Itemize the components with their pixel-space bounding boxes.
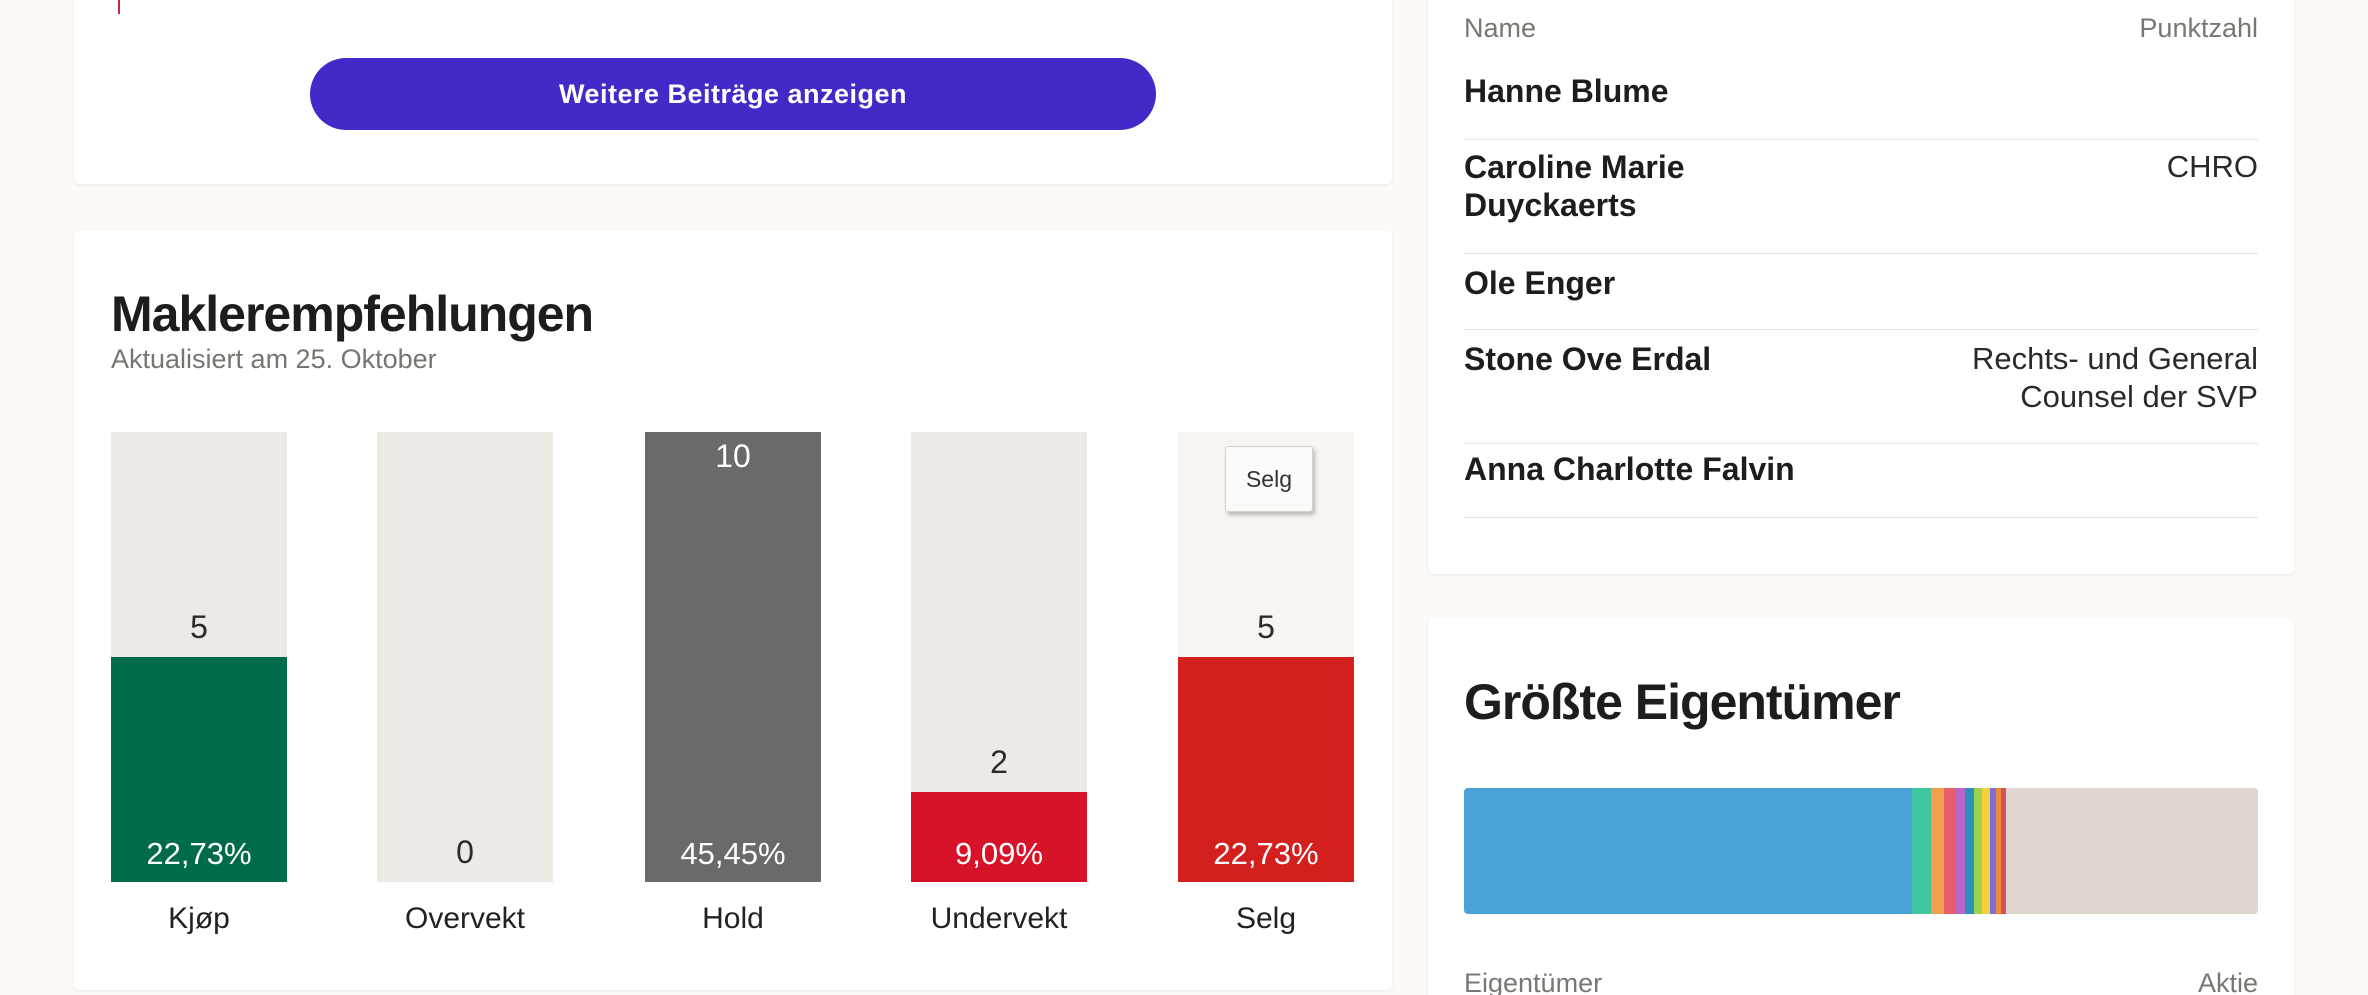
insider-name: Anna Charlotte Falvin — [1464, 451, 1795, 487]
bar-column-underweight[interactable]: 2 9,09% Undervekt — [911, 432, 1087, 935]
bar-label: Undervekt — [930, 902, 1068, 935]
insider-row[interactable]: Ole Enger — [1464, 264, 2258, 330]
bar-percentage: 45,45% — [680, 836, 786, 871]
insider-row[interactable]: Hanne Blume — [1464, 72, 2258, 140]
posts-card: Weitere Beiträge anzeigen — [74, 0, 1392, 184]
bar-tooltip: Selg — [1225, 446, 1313, 512]
bar-fill — [1178, 657, 1354, 882]
bar-count: 2 — [990, 744, 1008, 780]
bar-label: Hold — [702, 902, 764, 935]
ownership-segment[interactable] — [1464, 788, 1912, 914]
bar-count: 5 — [1257, 609, 1275, 645]
ownership-segment[interactable] — [1930, 788, 1945, 914]
column-header-share[interactable]: Aktie — [2197, 968, 2258, 995]
bar-column-sell[interactable]: 5 22,73% Selg Selg — [1178, 432, 1354, 935]
bar-count: 5 — [190, 609, 208, 645]
ownership-segment[interactable] — [1973, 788, 1982, 914]
bar-percentage: 22,73% — [1213, 836, 1319, 871]
bar-column-overweight[interactable]: 0 Overvekt — [377, 432, 553, 935]
insider-name: Ole Enger — [1464, 265, 1616, 301]
show-more-posts-button[interactable]: Weitere Beiträge anzeigen — [310, 58, 1156, 130]
ownership-segment[interactable] — [2001, 788, 2007, 914]
bar-percentage: 9,09% — [955, 836, 1043, 871]
bar-count: 10 — [715, 438, 751, 474]
column-header-name[interactable]: Name — [1464, 13, 1537, 43]
bar-column-buy[interactable]: 5 22,73% Kjøp — [111, 432, 287, 935]
insider-name: Caroline Marie Duyckaerts — [1464, 149, 1685, 223]
ownership-segment[interactable] — [1911, 788, 1931, 914]
bar-column-hold[interactable]: 10 45,45% Hold — [645, 432, 821, 935]
bar-label: Overvekt — [404, 902, 526, 935]
largest-owners-title: Größte Eigentümer — [1464, 674, 1901, 730]
largest-owners-card: Größte Eigentümer Eigentümer Aktie — [1428, 618, 2294, 995]
ownership-segment[interactable] — [1944, 788, 1956, 914]
bar-fill — [911, 792, 1087, 882]
ownership-segment[interactable] — [1955, 788, 1965, 914]
bar-background — [377, 432, 553, 882]
bar-label: Kjøp — [168, 902, 230, 935]
ownership-stacked-bar[interactable] — [1464, 788, 2258, 914]
bar-label: Selg — [1235, 902, 1297, 935]
broker-recommendations-updated: Aktualisiert am 25. Oktober — [111, 344, 437, 374]
bar-fill — [111, 657, 287, 882]
insider-row[interactable]: Stone Ove Erdal Rechts- und General Coun… — [1464, 340, 2258, 444]
ownership-segment[interactable] — [2006, 788, 2258, 914]
insider-row[interactable]: Anna Charlotte Falvin — [1464, 450, 2258, 518]
column-header-owner[interactable]: Eigentümer — [1464, 968, 1603, 995]
column-header-score[interactable]: Punktzahl — [2139, 13, 2258, 43]
text-cursor-mark — [118, 0, 120, 14]
bar-percentage: 22,73% — [146, 836, 252, 871]
insider-name: Hanne Blume — [1464, 73, 1669, 109]
ownership-segment[interactable] — [1989, 788, 1996, 914]
broker-recommendations-title: Maklerempfehlungen — [111, 286, 594, 342]
insider-role: CHRO — [2166, 149, 2258, 184]
bar-fill — [645, 432, 821, 882]
ownership-segment[interactable] — [1964, 788, 1974, 914]
insider-name: Stone Ove Erdal — [1464, 341, 1712, 377]
insiders-card: Name Punktzahl Hanne Blume Caroline Mari… — [1428, 0, 2294, 574]
bar-count: 0 — [456, 834, 474, 870]
ownership-segment[interactable] — [1981, 788, 1990, 914]
ownership-segment[interactable] — [1995, 788, 2002, 914]
insider-row[interactable]: Caroline Marie Duyckaerts CHRO — [1464, 148, 2258, 254]
broker-recommendations-card: Maklerempfehlungen Aktualisiert am 25. O… — [74, 230, 1392, 990]
insider-role: Rechts- und General Counsel der SVP — [1971, 341, 2258, 414]
